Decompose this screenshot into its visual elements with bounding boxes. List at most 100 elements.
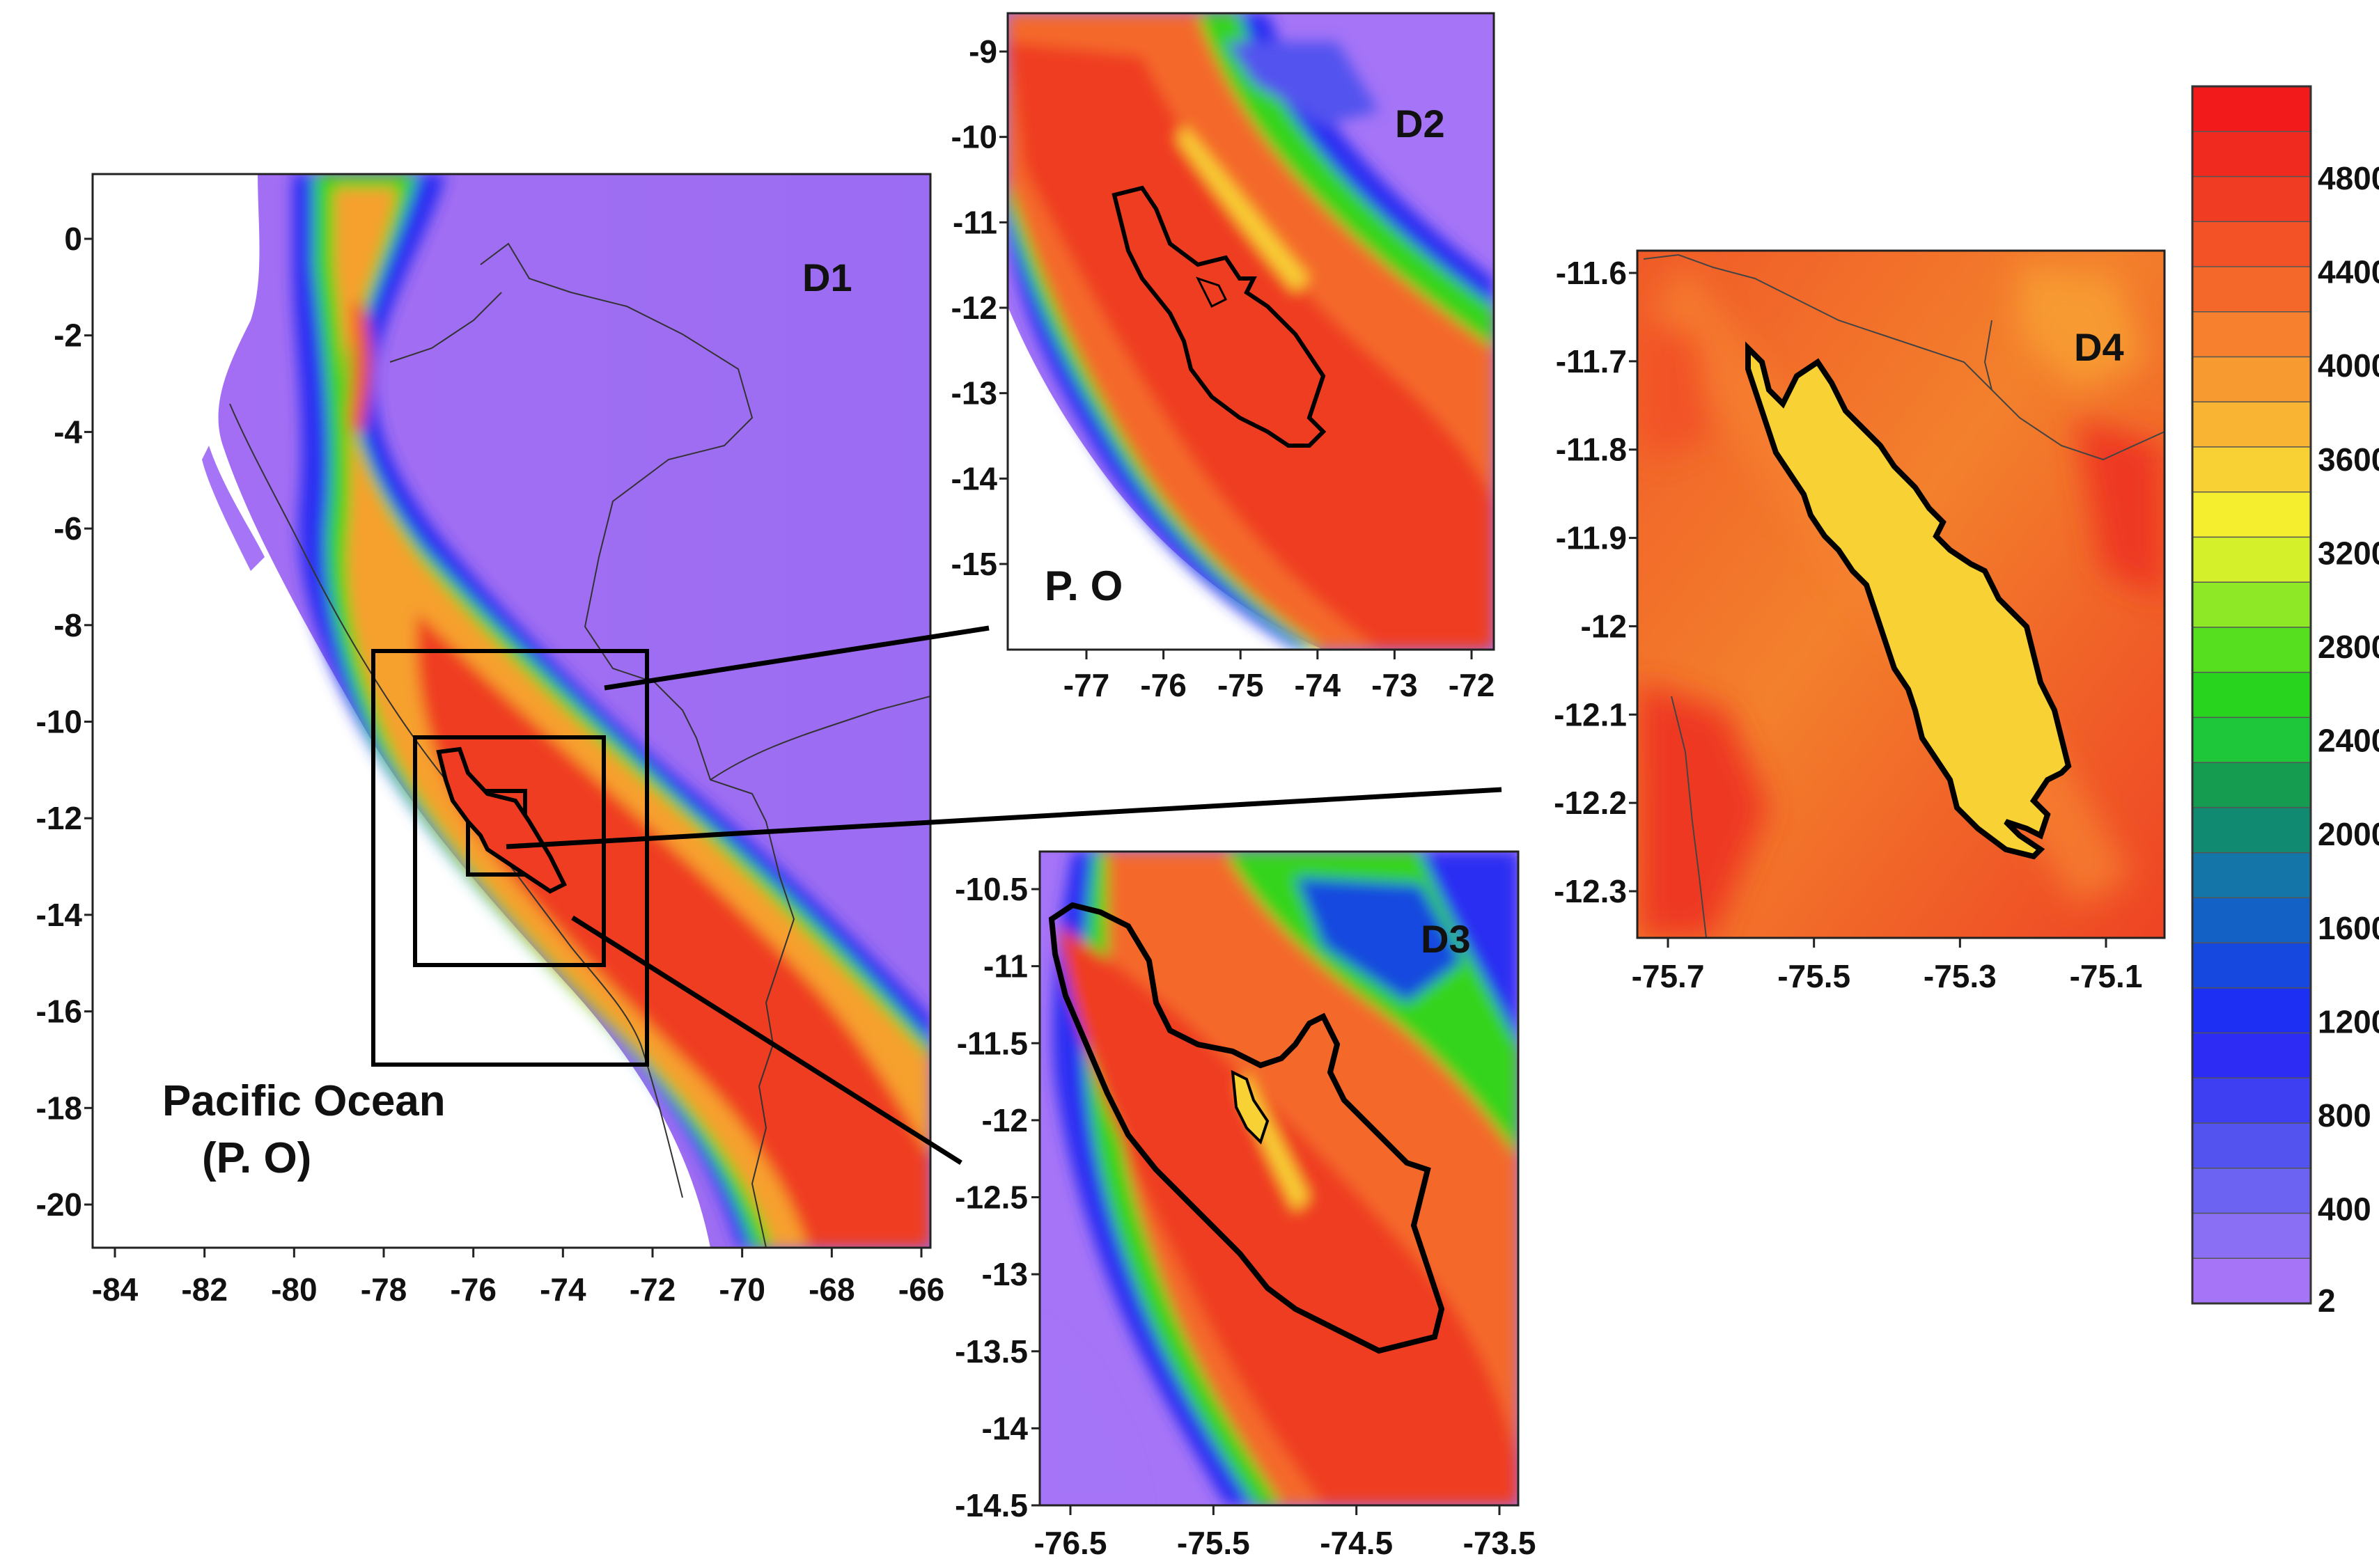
x-tick-label: -75.1 (2070, 958, 2143, 994)
colorbar-label: 400 (2318, 1191, 2371, 1228)
colorbar-label: 2 (2318, 1283, 2336, 1319)
colorbar-swatch (2192, 717, 2311, 763)
d1-frame (91, 173, 932, 1249)
d1-axes: -84 -82 -80 -78 -76 -74 -72 -70 -68 -66 0 -2 -4 -6 -8 -… (36, 221, 945, 1308)
y-tick-label: -9 (969, 33, 997, 70)
d2-ocean-label: P. O (1045, 563, 1123, 609)
x-tick-label: -80 (271, 1271, 317, 1308)
x-tick-label: -76 (1140, 667, 1186, 703)
y-tick-label: -14.5 (955, 1487, 1028, 1523)
y-tick-label: -11 (953, 204, 997, 240)
colorbar-swatch (2192, 1078, 2311, 1124)
colorbar-labels: 4800440040003600320028002400200016001200… (2318, 160, 2379, 1319)
d3-frame (1038, 850, 1520, 1507)
y-tick-label: -12 (951, 290, 997, 326)
connector-d3 (571, 916, 962, 1165)
x-tick-label: -75 (1217, 667, 1263, 703)
y-tick-label: -13.5 (955, 1333, 1028, 1370)
colorbar-swatch (2192, 356, 2311, 402)
pacific-ocean-label: Pacific Ocean (162, 1077, 446, 1125)
colorbar-label: 1600 (2318, 910, 2379, 946)
colorbar-swatch (2192, 131, 2311, 177)
d4-country-border (1643, 253, 2164, 461)
y-tick-label: -13 (982, 1256, 1028, 1292)
y-tick-label: -11.9 (1556, 520, 1627, 556)
colorbar-swatch (2192, 1168, 2311, 1214)
colorbar-swatch (2192, 672, 2311, 718)
y-tick-label: 0 (64, 221, 82, 257)
connector-d2 (604, 625, 990, 691)
colorbar-label: 3200 (2318, 535, 2379, 571)
y-tick-label: -12.3 (1554, 873, 1627, 909)
y-tick-label: -10 (36, 704, 82, 740)
d1-basin-outline (436, 746, 568, 894)
d3-elevation-map (1040, 852, 1518, 1505)
d2-elevation-map (1008, 13, 1494, 650)
d4-frame (1636, 249, 2166, 939)
connector-d4 (506, 787, 1502, 849)
colorbar-swatch (2192, 1033, 2311, 1079)
colorbar-swatch (2192, 897, 2311, 943)
y-tick-label: -12 (36, 800, 82, 836)
d2-basin-outline (1112, 185, 1327, 448)
y-tick-label: -11.7 (1556, 343, 1627, 379)
colorbar-swatch (2192, 852, 2311, 898)
colorbar-swatch (2192, 987, 2311, 1034)
x-tick-label: -73 (1371, 667, 1417, 703)
x-tick-label: -68 (809, 1271, 855, 1308)
d3-axes: -76.5 -75.5 -74.5 -73.5 -10.5 -11 -11.5 -12 -12.… (955, 871, 1536, 1561)
y-tick-label: -14 (36, 897, 83, 933)
y-tick-label: -6 (54, 510, 82, 547)
d1-panel-label: D1 (802, 256, 852, 299)
colorbar-swatch (2192, 492, 2311, 538)
colorbar-swatch (2192, 176, 2311, 222)
y-tick-label: -11.6 (1556, 255, 1627, 291)
y-tick-label: -2 (54, 317, 82, 354)
d3-extent-box (413, 735, 606, 967)
y-tick-label: -20 (36, 1186, 82, 1223)
y-tick-label: -14 (951, 460, 998, 496)
y-tick-label: -4 (54, 414, 82, 450)
x-tick-label: -75.5 (1177, 1525, 1250, 1561)
y-tick-label: -12.5 (955, 1179, 1028, 1216)
colorbar-label: 3600 (2318, 441, 2379, 478)
d2-axes: -77 -76 -75 -74 -73 -72 -9 -10 -11 -12 -13 -14 -15 (951, 33, 1495, 703)
x-tick-label: -84 (92, 1271, 139, 1308)
x-tick-label: -72 (1449, 667, 1495, 703)
x-tick-label: -76.5 (1034, 1525, 1107, 1561)
y-tick-label: -12.2 (1554, 785, 1627, 821)
colorbar-label: 4400 (2318, 254, 2379, 290)
d1-elevation-map (93, 174, 930, 1248)
x-tick-label: -73.5 (1463, 1525, 1536, 1561)
panel-d4: D4 -75.7 -75.5 -75.3 -75.1 -11.6 -11.7 -11.8 -1… (1554, 249, 2166, 994)
x-tick-label: -75.7 (1632, 958, 1705, 994)
panel-d3: D3 -76.5 -75.5 -74.5 -73.5-10.5-11-11.5-12-… (955, 850, 1536, 1561)
y-tick-label: -10.5 (955, 871, 1028, 907)
d1-andes-peaks (416, 613, 930, 1248)
panel-d2: D2 P. O -77 -76 -75 -74 -73 -72 -9 -10 -11 -12 -13… (951, 12, 1495, 703)
d2-extent-box (371, 649, 649, 1067)
x-tick-label: -75.3 (1924, 958, 1997, 994)
elevation-colorbar: 4800440040003600320028002400200016001200… (2191, 85, 2379, 1319)
d2-frame (1006, 12, 1495, 651)
y-tick-label: -16 (36, 994, 82, 1030)
panel-d1: D1 Pacific Ocean (P. O) -84 -82 -80 -78 -76-… (36, 173, 1502, 1308)
d4-axes: -75.7 -75.5 -75.3 -75.1 -11.6 -11.7 -11.8 -11.9… (1554, 255, 2142, 994)
colorbar-swatch (2192, 1258, 2311, 1304)
colorbar-swatch (2192, 627, 2311, 673)
colorbar-swatch (2192, 402, 2311, 448)
x-tick-label: -76 (450, 1271, 496, 1308)
x-tick-label: -77 (1063, 667, 1109, 703)
x-tick-label: -74 (1295, 667, 1341, 703)
d3-panel-label: D3 (1421, 917, 1471, 961)
colorbar-label: 1200 (2318, 1003, 2379, 1040)
colorbar-swatches (2192, 86, 2311, 1304)
y-tick-label: -15 (951, 546, 997, 582)
x-tick-label: -70 (719, 1271, 765, 1308)
y-tick-label: -10 (951, 119, 997, 155)
pacific-ocean-abbrev: (P. O) (202, 1134, 311, 1182)
x-tick-label: -74 (540, 1271, 586, 1308)
x-tick-label: -75.5 (1777, 958, 1850, 994)
colorbar-label: 4000 (2318, 347, 2379, 384)
x-tick-label: -78 (361, 1271, 407, 1308)
